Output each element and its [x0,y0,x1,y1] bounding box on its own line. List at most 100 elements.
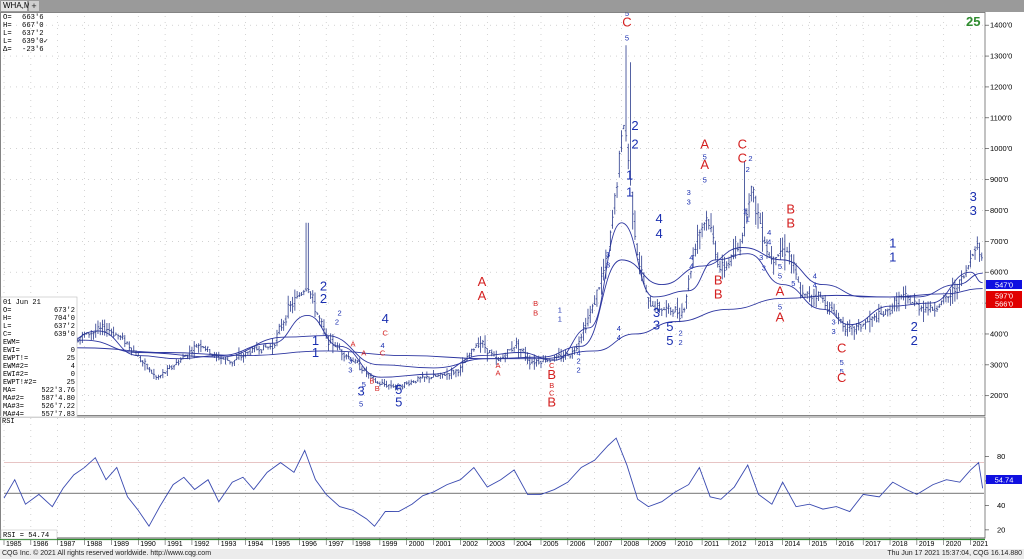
wave-label: A [478,288,487,303]
wave-label: 2 [679,338,683,347]
svg-text:L=: L= [3,30,12,38]
wave-label: 5 [666,333,673,348]
wave-label: 5 [791,279,795,288]
wave-label: 2 [748,154,752,163]
year-label: 2014 [785,541,801,548]
svg-text:673'2: 673'2 [54,307,75,315]
rsi-readout-box [0,529,58,540]
wave-label: C [549,361,555,370]
price-tick-label: 200'0 [990,391,1008,400]
price-tick-label: 300'0 [990,360,1008,369]
wave-label: 3 [687,188,691,197]
wave-label: 4 [656,226,663,241]
svg-text:EWI=: EWI= [3,347,20,355]
svg-text:O=: O= [3,307,11,315]
year-label: 1986 [33,541,49,548]
year-label: 1998 [355,541,371,548]
year-label: 1991 [167,541,183,548]
rsi-tick-label: 20 [997,525,1005,534]
wave-label: 1 [558,315,562,324]
year-label: 2006 [570,541,586,548]
wave-label: B [786,202,795,217]
wave-label: 3 [970,203,977,218]
price-tick-label: 1200'0 [990,82,1012,91]
timestamp-text: Thu Jun 17 2021 15:37:04, CQG 16.14.880 [887,550,1022,557]
wave-label: 5 [778,271,782,280]
year-label: 2019 [919,541,935,548]
year-label: 2002 [462,541,478,548]
wave-count-label: 25 [966,14,980,29]
year-label: 2001 [436,541,452,548]
wave-label: 1 [312,345,319,360]
year-label: 1988 [87,541,103,548]
year-label: 1999 [382,541,398,548]
wave-label: 3 [348,366,352,375]
wave-label: A [351,339,356,348]
add-tab-button[interactable]: + [29,1,39,11]
wave-label: 4 [689,262,693,271]
svg-text:25: 25 [67,379,75,387]
wave-label: 4 [689,253,693,262]
wave-label: A [776,283,785,298]
svg-text:637'2: 637'2 [22,30,44,38]
wave-label: 4 [813,281,817,290]
wave-label: 5 [395,382,402,397]
wave-label: 4 [617,324,621,333]
wave-label: 2 [576,356,580,365]
rsi-readout: RSI = 54.74 [3,532,49,540]
year-label: 1987 [60,541,76,548]
year-label: 2017 [865,541,881,548]
rsi-value-badge-text: 54.74 [995,476,1014,485]
svg-text:-23'6: -23'6 [22,46,44,54]
wave-label: 2 [679,329,683,338]
svg-text:EWI#2=: EWI#2= [3,371,28,379]
rsi-label: RSI [2,418,15,426]
svg-text:L=: L= [3,38,12,46]
year-label: 1992 [194,541,210,548]
rsi-line [3,437,984,528]
wave-label: 4 [380,341,384,350]
price-badges: 547'0 597'0 566'0 [986,280,1022,309]
wave-label: 4 [767,237,771,246]
wave-label: 4 [382,311,389,326]
wave-label: 3 [348,356,352,365]
wave-label: 5 [703,153,707,162]
year-label: 2010 [677,541,693,548]
wave-label: 3 [357,384,364,399]
svg-text:526'7.22: 526'7.22 [41,403,75,411]
year-label: 2021 [973,541,989,548]
wave-label: 3 [687,197,691,206]
svg-text:0: 0 [71,347,75,355]
wave-label: 5 [666,319,673,334]
wave-label: 3 [970,189,977,204]
rsi-tick-label: 80 [997,452,1005,461]
svg-text:MA#4=: MA#4= [3,411,24,419]
year-label: 1996 [301,541,317,548]
info-panel: 01 Jun 21 O= 673'2 H= 704'0 L= 637'2 C= 639'… [0,296,78,419]
wave-label: 2 [631,137,638,152]
svg-text:587'4.80: 587'4.80 [41,395,75,403]
year-label: 2003 [489,541,505,548]
wave-label: 5 [625,12,629,18]
svg-text:H=: H= [3,315,11,323]
svg-text:704'0: 704'0 [54,315,75,323]
wave-label: 1 [889,236,896,251]
price-tick-label: 1000'0 [990,144,1012,153]
year-label: 1989 [113,541,129,548]
price-panel-border [0,12,986,416]
svg-text:522'3.76: 522'3.76 [41,387,75,395]
svg-text:EWM=: EWM= [3,339,20,347]
svg-text:01 Jun 21: 01 Jun 21 [3,299,41,307]
wave-label: 2 [911,319,918,334]
svg-text:EWPT!#2=: EWPT!#2= [3,379,37,387]
status-footer: CQG Inc. © 2021 All rights reserved worl… [0,549,1024,559]
tab-wheat-monthly[interactable]: WHA,M [1,1,31,11]
wave-label: 3 [653,317,660,332]
wave-label: 2 [631,118,638,133]
svg-text:547'0: 547'0 [995,281,1013,290]
rsi-tick-label: 40 [997,501,1005,510]
wave-label: B [533,299,538,308]
wave-label: B [369,376,374,385]
